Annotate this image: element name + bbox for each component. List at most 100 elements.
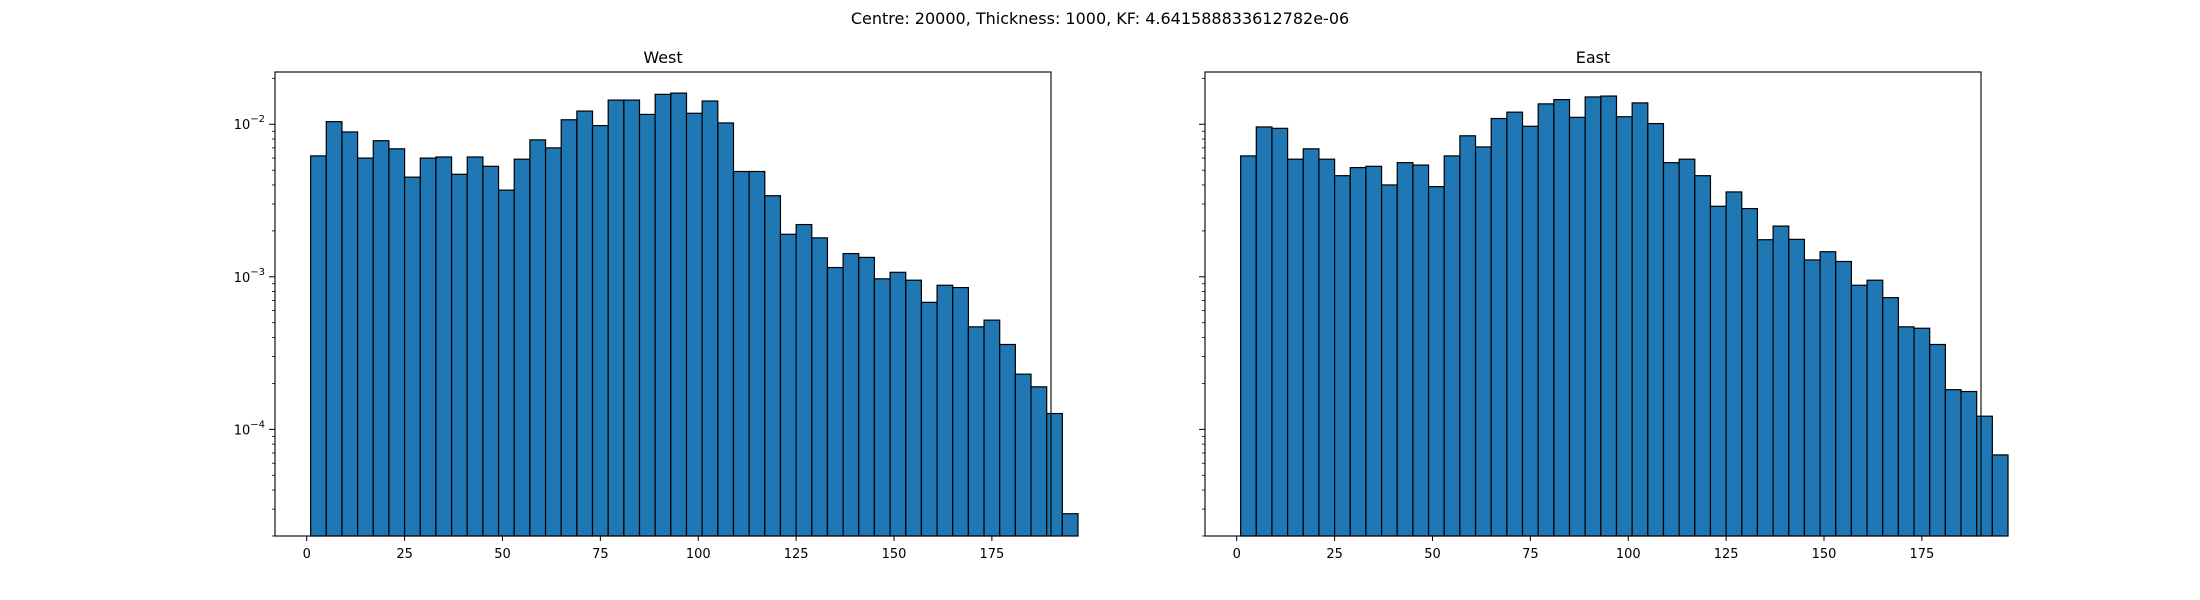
histogram-bar	[905, 279, 922, 537]
histogram-bar	[858, 256, 876, 537]
histogram-bar	[435, 156, 453, 537]
histogram-bar	[717, 122, 735, 537]
histogram-bar	[1287, 158, 1304, 537]
histogram-bar	[560, 119, 578, 537]
histogram-bar	[1850, 284, 1868, 537]
histogram-bar	[1255, 126, 1273, 537]
histogram-bar	[795, 223, 813, 537]
histogram-bar	[685, 112, 703, 537]
histogram-bar	[1960, 390, 1978, 537]
histogram-bar	[1240, 155, 1257, 537]
histogram-bar	[1046, 412, 1063, 537]
x-tick-label: 25	[396, 547, 413, 562]
histogram-bar	[1014, 373, 1032, 537]
histogram-bar	[1506, 111, 1524, 537]
histogram-bar	[1030, 386, 1048, 537]
panel-west: West 0 25 50 75 100 125 150 175 10−4 10−3 10−2	[234, 48, 1079, 562]
histogram-bar	[1380, 184, 1398, 537]
histogram-bar	[1631, 102, 1649, 537]
histogram-bar	[936, 284, 954, 537]
histogram-bar	[670, 92, 688, 537]
panel-east: East 0 25 50 75 100 125 150 175	[1199, 48, 2009, 562]
histogram-bar	[623, 99, 641, 537]
histogram-bar	[1490, 117, 1508, 537]
histogram-bar	[1302, 148, 1320, 537]
histogram-bar	[1584, 96, 1602, 537]
histogram-bar	[310, 155, 327, 537]
y-tick-label: 10−2	[234, 114, 265, 133]
y-tick-label: 10−4	[234, 419, 265, 438]
histogram-bar	[1061, 513, 1079, 537]
histogram-bar	[513, 158, 531, 537]
histogram-bar	[1553, 99, 1571, 537]
histogram-bar	[1600, 95, 1618, 537]
histogram-bar	[419, 157, 437, 537]
histogram-bar	[638, 113, 656, 537]
histogram-bar	[748, 170, 766, 537]
x-tick-label: 175	[1909, 547, 1934, 562]
histogram-bar	[529, 139, 547, 537]
histogram-bar	[1396, 162, 1414, 537]
histogram-bar	[1991, 454, 2009, 537]
histogram-bar	[576, 110, 594, 537]
histogram-bar	[1349, 166, 1367, 537]
histogram-bar	[607, 99, 625, 537]
histogram-bar	[1474, 146, 1492, 537]
axes-frame	[274, 71, 1052, 537]
histogram-bar	[1772, 225, 1790, 537]
histogram-bar	[967, 326, 985, 537]
histogram-bar	[1976, 415, 1993, 537]
x-tick-label: 0	[1233, 547, 1241, 562]
x-tick-label: 150	[882, 547, 907, 562]
histogram-bar	[1913, 327, 1931, 537]
histogram-bar	[842, 252, 860, 537]
histogram-bar	[450, 173, 468, 537]
histogram-bar	[1866, 279, 1884, 537]
histogram-bar	[952, 286, 969, 537]
histogram-bar	[1443, 155, 1461, 537]
histogram-bar	[1647, 122, 1665, 537]
histogram-bar	[1678, 158, 1696, 537]
histogram-bar	[1365, 165, 1383, 537]
histogram-bar	[1929, 343, 1946, 537]
x-tick-label: 150	[1812, 547, 1837, 562]
histogram-bar	[1803, 259, 1821, 537]
histogram-bar	[403, 176, 421, 537]
x-tick-label: 75	[592, 547, 609, 562]
figure-suptitle: Centre: 20000, Thickness: 1000, KF: 4.64…	[851, 9, 1349, 28]
histogram-bar	[466, 156, 484, 537]
histogram-bar	[482, 165, 500, 537]
histogram-bar	[1756, 239, 1774, 537]
histogram-bar	[1709, 205, 1727, 537]
histogram-bar	[1427, 186, 1445, 537]
histogram-bar	[591, 124, 609, 537]
axes-title: West	[643, 48, 682, 67]
histogram-bar	[1537, 103, 1555, 537]
x-tick-label: 50	[494, 547, 511, 562]
histogram-bar	[889, 271, 907, 537]
histogram-bar	[1521, 125, 1539, 537]
histogram-bar	[1694, 175, 1712, 537]
histogram-bar	[1819, 251, 1837, 537]
histogram-bar	[372, 140, 390, 537]
x-tick-label: 100	[686, 547, 711, 562]
axes-frame	[1204, 71, 1982, 537]
histogram-bar	[1741, 207, 1759, 537]
histogram-bar	[764, 195, 782, 537]
histogram-bar	[1882, 297, 1899, 537]
histogram-bar	[325, 121, 343, 537]
histogram-bar	[779, 233, 797, 537]
histogram-bar	[983, 319, 1001, 537]
histogram-bar	[1615, 116, 1633, 537]
x-tick-label: 125	[784, 547, 809, 562]
x-tick-label: 125	[1714, 547, 1739, 562]
histogram-bar	[701, 100, 719, 537]
histogram-bar	[1568, 116, 1586, 537]
axes-title: East	[1576, 48, 1611, 67]
histogram-bar	[1333, 175, 1351, 537]
y-tick-label: 10−3	[234, 267, 265, 286]
histogram-bar	[873, 278, 891, 537]
x-tick-label: 25	[1326, 547, 1343, 562]
histogram-bar	[999, 343, 1016, 537]
